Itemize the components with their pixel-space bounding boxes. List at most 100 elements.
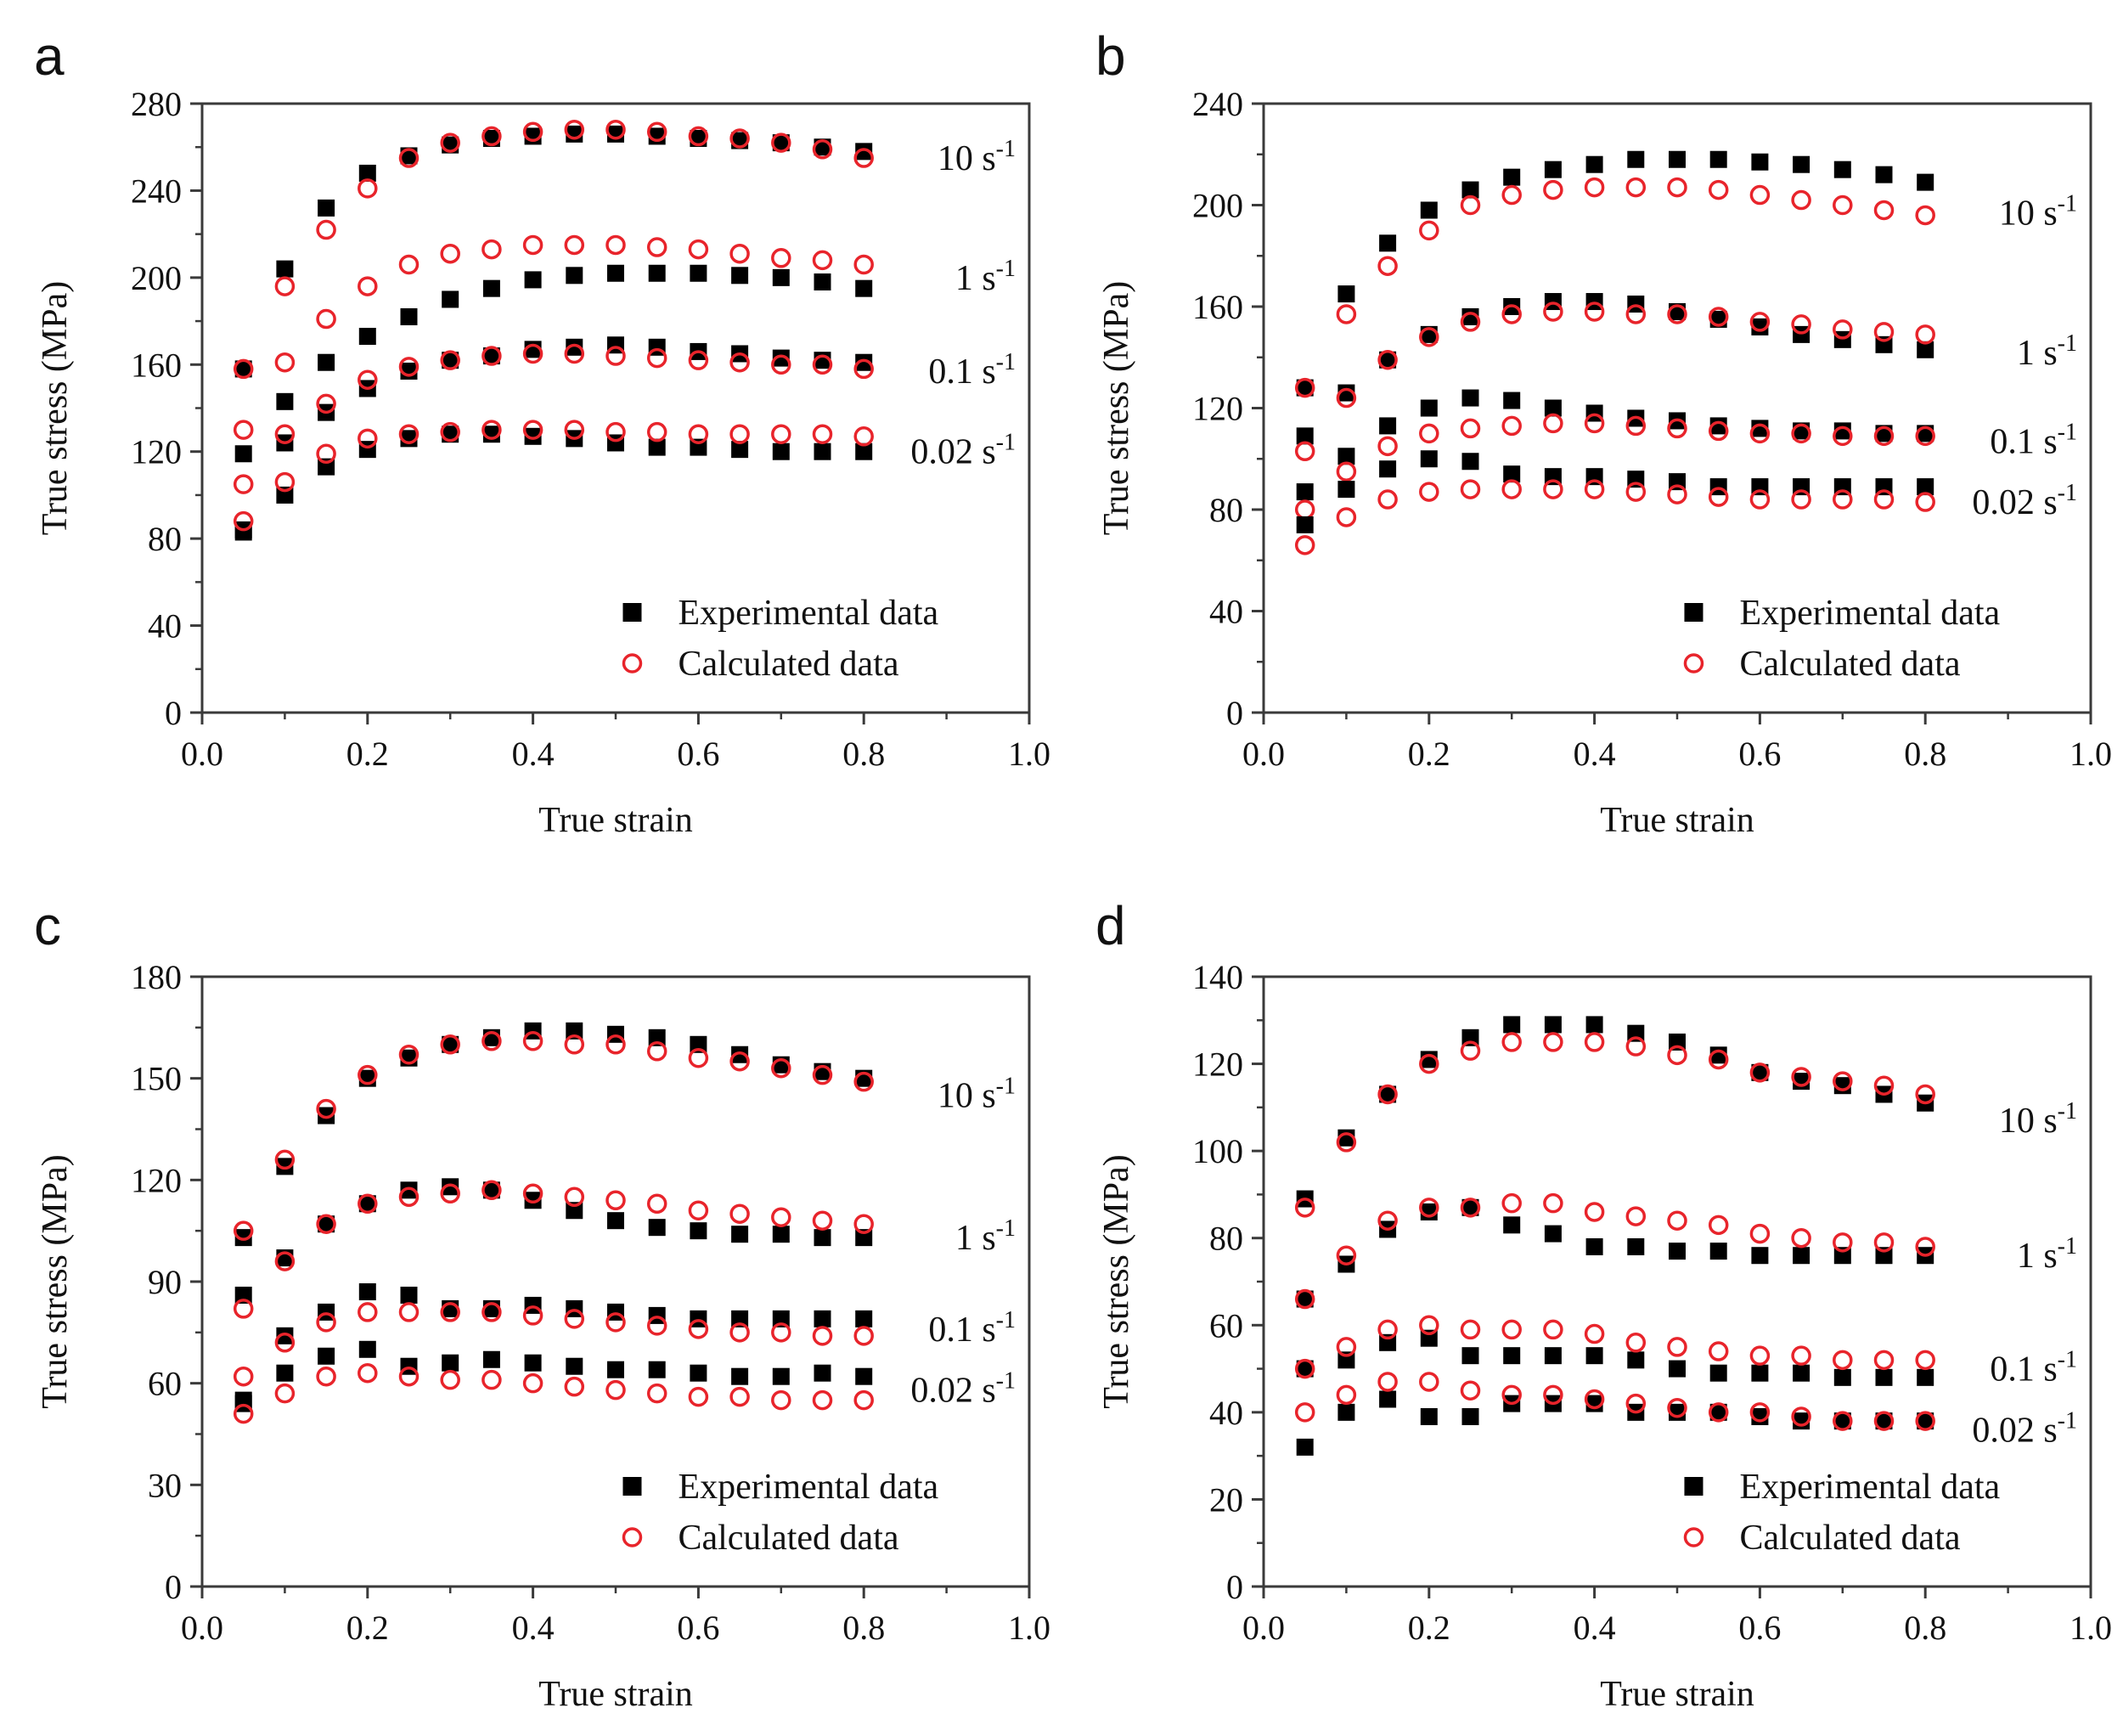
calculated-point (1667, 1210, 1687, 1231)
calculated-point (729, 1051, 750, 1072)
calculated-point (1708, 1341, 1729, 1361)
experimental-point (1544, 399, 1562, 417)
legend-experimental-marker (1684, 603, 1703, 622)
experimental-point (1544, 1016, 1562, 1034)
experimental-point (442, 352, 459, 369)
calculated-point (1915, 1237, 1935, 1257)
calculated-point (646, 121, 667, 143)
experimental-point (772, 349, 790, 367)
y-tick-label: 200 (131, 259, 182, 297)
y-tick-label: 40 (1209, 1394, 1243, 1432)
experimental-point (276, 1327, 294, 1344)
calculated-point (481, 1031, 502, 1051)
calculated-point (1791, 1067, 1811, 1087)
calculated-point (522, 121, 543, 143)
legend-experimental-marker (622, 1477, 642, 1496)
calculated-point (1667, 177, 1687, 198)
calculated-point (564, 1376, 585, 1397)
experimental-point (1917, 1412, 1934, 1430)
strain-rate-exponent: -1 (996, 1307, 1016, 1333)
calculated-point (440, 1034, 460, 1055)
strain-rate-label-text: 1 s (955, 259, 996, 298)
chart-panel-c: c 0.0 0.2 0.4 0.6 0.8 1.0 0 30 60 90 120 150 180 True … (34, 895, 1050, 1714)
experimental-point (1379, 1390, 1397, 1408)
calculated-point (1625, 482, 1647, 502)
calculated-point (316, 1098, 336, 1119)
calculated-point (1915, 205, 1935, 226)
calculated-point (1791, 423, 1811, 444)
calculated-point (1708, 1049, 1729, 1070)
calculated-point (564, 420, 585, 440)
calculated-point (771, 248, 791, 268)
y-tick-label: 200 (1192, 187, 1243, 225)
calculated-point (771, 1389, 791, 1411)
calculated-point (1294, 1402, 1315, 1423)
experimental-point (1503, 1216, 1521, 1234)
calculated-point (688, 1319, 709, 1339)
calculated-point (1708, 179, 1729, 200)
experimental-point (1337, 1403, 1355, 1421)
calculated-point (1833, 1411, 1853, 1431)
experimental-point (648, 1029, 666, 1046)
experimental-point (482, 279, 500, 297)
calculated-point (316, 219, 336, 240)
experimental-point (524, 427, 542, 445)
calculated-point (853, 254, 874, 275)
experimental-point (1669, 150, 1686, 168)
calculated-point (729, 424, 750, 444)
calculated-point (1336, 387, 1357, 409)
y-tick-label: 0 (1226, 1568, 1243, 1606)
experimental-point (1544, 161, 1562, 178)
experimental-point (855, 1310, 873, 1327)
strain-rate-label-text: 0.1 s (928, 1310, 995, 1350)
strain-rate-label: 0.02 s-1 (1972, 480, 2077, 522)
calculated-point (1543, 479, 1563, 499)
calculated-point (1294, 499, 1315, 520)
x-tick-label: 0.4 (512, 735, 555, 773)
calculated-point (1460, 1319, 1481, 1340)
experimental-point (358, 327, 376, 345)
strain-rate-label: 1 s-1 (2017, 330, 2077, 373)
experimental-point (318, 1347, 335, 1365)
calculated-point (1708, 1402, 1729, 1423)
experimental-point (1461, 1407, 1479, 1425)
experimental-point (566, 1202, 583, 1220)
legend-calculated-marker (622, 1527, 643, 1547)
calculated-point (1708, 487, 1729, 507)
experimental-point (1379, 351, 1397, 369)
calculated-point (1419, 423, 1439, 444)
experimental-point (607, 1212, 624, 1230)
calculated-point (1377, 1372, 1398, 1392)
calculated-point (1873, 1350, 1895, 1371)
experimental-point (318, 1107, 335, 1124)
calculated-point (1667, 1045, 1687, 1066)
calculated-point (1294, 1198, 1315, 1218)
series-0.1-s-1: 0.1 s-1 (233, 336, 1016, 538)
calculated-point (564, 234, 585, 256)
experimental-point (1669, 1360, 1686, 1378)
y-tick-label: 0 (1226, 694, 1243, 732)
experimental-point (1793, 1364, 1810, 1382)
experimental-point (442, 1354, 459, 1372)
experimental-point (358, 164, 376, 182)
series-0.02-s-1: 0.02 s-1 (233, 1340, 1016, 1424)
calculated-point (1501, 304, 1522, 324)
series-10-s-1: 10 s-1 (1294, 1016, 2077, 1218)
calculated-point (274, 1149, 296, 1170)
experimental-point (1379, 417, 1397, 435)
experimental-point (1833, 422, 1851, 440)
y-tick-label: 150 (131, 1060, 182, 1098)
calculated-point (646, 237, 667, 257)
calculated-point (316, 308, 336, 330)
calculated-point (564, 1309, 585, 1329)
calculated-point (522, 420, 543, 440)
panel-letter: a (34, 25, 65, 87)
experimental-point (1833, 1412, 1851, 1430)
strain-rate-label: 0.1 s-1 (1990, 1347, 2077, 1389)
experimental-point (234, 1229, 252, 1247)
calculated-point (1791, 1227, 1811, 1248)
experimental-point (1875, 166, 1893, 183)
experimental-point (855, 353, 873, 371)
experimental-point (1875, 1368, 1893, 1386)
experimental-point (1751, 153, 1769, 171)
